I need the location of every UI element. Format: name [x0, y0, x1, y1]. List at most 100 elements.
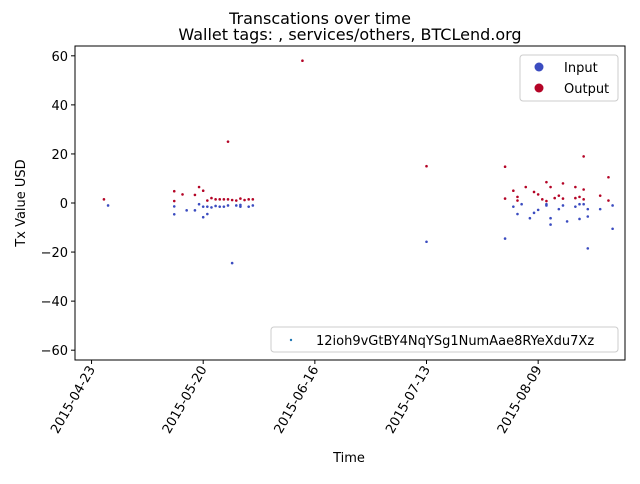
point-output	[545, 199, 548, 203]
legend-input-marker	[534, 62, 544, 72]
point-output	[561, 182, 565, 185]
x-tick-label: 2015-06-16	[272, 364, 323, 437]
point-output	[197, 185, 201, 189]
legend-box-address	[270, 326, 619, 353]
point-input	[574, 205, 577, 208]
point-output	[226, 140, 230, 143]
point-input	[234, 204, 238, 207]
point-input	[586, 247, 590, 250]
point-input	[528, 216, 532, 220]
legend-top-right: Input Output	[519, 54, 619, 102]
legend-address-marker	[289, 338, 293, 342]
point-input	[226, 204, 230, 207]
y-axis-label: Tx Value USD	[14, 159, 29, 247]
point-output	[210, 196, 213, 200]
point-input	[214, 204, 217, 208]
y-tick-label: 60	[51, 50, 68, 65]
point-input	[549, 216, 552, 220]
point-input	[578, 202, 581, 206]
point-input	[549, 223, 552, 226]
point-output	[512, 189, 515, 193]
point-output	[218, 198, 222, 201]
point-output	[582, 155, 585, 158]
point-output	[557, 194, 561, 197]
legend-address-label: 12ioh9vGtBY4NqYSg1NumAae8RYeXdu7Xz	[316, 334, 594, 349]
point-output	[607, 175, 610, 179]
point-output	[230, 198, 234, 202]
point-input	[565, 220, 569, 223]
x-axis-label: Time	[332, 451, 365, 466]
point-input	[598, 207, 602, 211]
y-tick-label: −60	[41, 344, 68, 359]
point-output	[524, 185, 528, 189]
legend-output-marker	[534, 83, 544, 93]
point-output	[234, 199, 238, 202]
point-input	[561, 204, 565, 207]
point-output	[301, 59, 304, 63]
point-input	[520, 202, 523, 206]
point-output	[578, 195, 581, 199]
point-output	[247, 198, 250, 201]
data-points	[102, 59, 614, 265]
point-output	[607, 199, 610, 202]
point-input	[206, 205, 209, 208]
point-output	[222, 198, 226, 201]
point-input	[222, 205, 226, 208]
point-input	[172, 205, 176, 208]
point-output	[503, 197, 507, 200]
plot-frame	[74, 45, 626, 361]
x-axis: 2015-04-23 2015-05-20 2015-06-16 2015-07-13…	[48, 360, 546, 437]
point-input	[611, 204, 614, 207]
point-output	[243, 198, 246, 202]
point-input	[503, 237, 507, 240]
x-tick-label: 2015-04-23	[48, 364, 99, 437]
point-output	[214, 198, 217, 201]
point-input	[611, 227, 614, 231]
point-output	[251, 198, 255, 201]
point-output	[553, 196, 556, 200]
point-output	[102, 198, 106, 201]
point-output	[206, 199, 209, 202]
point-output	[239, 197, 242, 200]
point-output	[172, 199, 176, 203]
point-output	[532, 190, 536, 194]
point-output	[201, 189, 205, 193]
point-output	[425, 164, 428, 168]
point-input	[206, 212, 209, 216]
point-output	[226, 198, 230, 201]
x-tick-label: 2015-05-20	[160, 364, 211, 437]
point-input	[197, 202, 201, 206]
y-tick-label: 40	[51, 99, 68, 114]
point-output	[516, 195, 519, 199]
x-tick-label: 2015-07-13	[383, 364, 434, 437]
point-input	[230, 261, 234, 265]
point-input	[247, 205, 250, 208]
legend-bottom-right: 12ioh9vGtBY4NqYSg1NumAae8RYeXdu7Xz	[270, 326, 619, 353]
point-input	[210, 206, 213, 209]
y-tick-label: 20	[51, 148, 68, 163]
point-input	[557, 207, 561, 211]
point-input	[516, 212, 519, 216]
y-tick-label: 0	[60, 197, 68, 212]
point-output	[574, 185, 577, 189]
legend-output-label: Output	[564, 82, 609, 97]
point-output	[181, 193, 184, 196]
point-input	[425, 240, 428, 244]
point-input	[578, 217, 581, 221]
point-input	[512, 205, 515, 208]
y-tick-label: −40	[41, 295, 68, 310]
point-input	[193, 209, 197, 212]
point-output	[549, 185, 552, 189]
point-input	[536, 208, 540, 212]
point-input	[239, 205, 242, 208]
x-tick-label: 2015-08-09	[495, 364, 546, 437]
chart-title: Transcations over time	[228, 9, 411, 28]
point-output	[574, 196, 577, 200]
point-output	[598, 194, 602, 197]
point-input	[106, 204, 110, 207]
point-input	[172, 212, 176, 216]
point-output	[582, 198, 585, 201]
y-tick-label: −20	[41, 246, 68, 261]
